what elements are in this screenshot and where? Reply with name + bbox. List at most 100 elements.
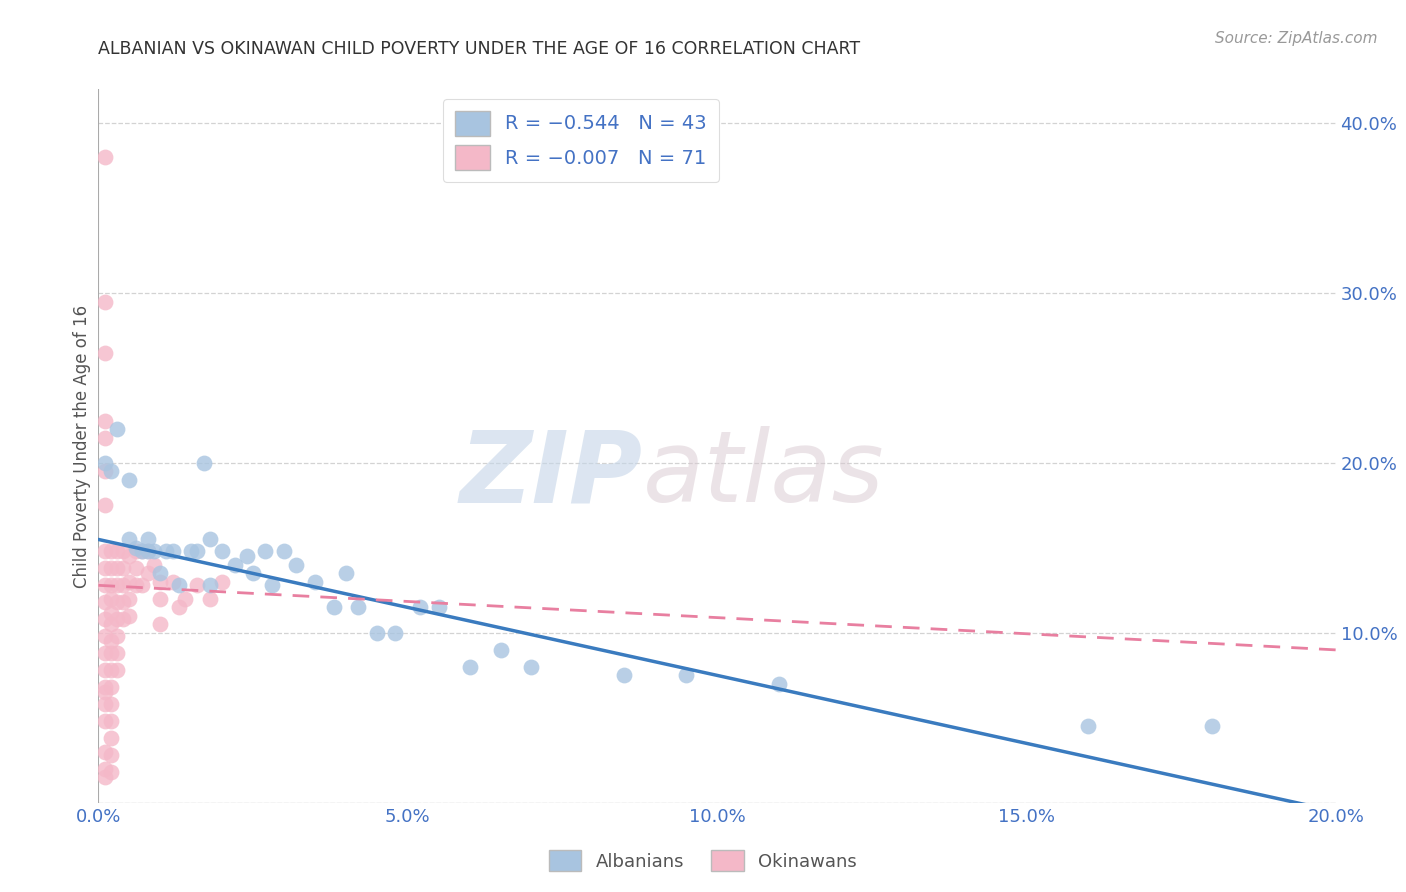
Point xyxy=(93,698,115,712)
Point xyxy=(100,731,122,746)
Point xyxy=(93,714,115,729)
Point xyxy=(105,561,128,575)
Point xyxy=(180,544,202,558)
Point xyxy=(143,558,166,572)
Point xyxy=(149,591,172,606)
Point xyxy=(118,533,141,547)
Point xyxy=(100,606,122,620)
Point xyxy=(131,578,153,592)
Legend: Albanians, Okinawans: Albanians, Okinawans xyxy=(541,843,865,879)
Point xyxy=(186,578,208,592)
Point xyxy=(613,668,636,682)
Point xyxy=(105,612,128,626)
Point xyxy=(100,617,122,632)
Point xyxy=(1077,719,1099,733)
Point xyxy=(198,591,221,606)
Point xyxy=(520,660,543,674)
Point xyxy=(100,634,122,648)
Point xyxy=(236,549,259,564)
Point xyxy=(93,646,115,660)
Point xyxy=(131,544,153,558)
Point xyxy=(112,578,135,592)
Point xyxy=(93,561,115,575)
Point xyxy=(366,626,388,640)
Point xyxy=(100,663,122,677)
Point xyxy=(93,770,115,784)
Point xyxy=(136,566,159,581)
Point xyxy=(155,544,177,558)
Point xyxy=(100,714,122,729)
Point xyxy=(409,600,432,615)
Point xyxy=(100,544,122,558)
Point xyxy=(93,294,115,309)
Point xyxy=(105,578,128,592)
Point xyxy=(93,680,115,694)
Point xyxy=(100,465,122,479)
Point xyxy=(93,762,115,776)
Point xyxy=(304,574,326,589)
Point xyxy=(93,544,115,558)
Point xyxy=(211,544,233,558)
Point xyxy=(93,578,115,592)
Point xyxy=(149,574,172,589)
Point xyxy=(93,430,115,444)
Point xyxy=(143,544,166,558)
Point xyxy=(124,541,146,555)
Point xyxy=(93,345,115,359)
Point xyxy=(174,591,197,606)
Point xyxy=(112,561,135,575)
Point xyxy=(100,561,122,575)
Point xyxy=(93,629,115,643)
Point xyxy=(675,668,697,682)
Point xyxy=(100,748,122,763)
Point xyxy=(124,578,146,592)
Point xyxy=(768,677,790,691)
Point xyxy=(118,574,141,589)
Point xyxy=(93,465,115,479)
Point xyxy=(489,643,512,657)
Point xyxy=(112,595,135,609)
Point xyxy=(384,626,406,640)
Point xyxy=(93,663,115,677)
Point xyxy=(105,629,128,643)
Point xyxy=(105,595,128,609)
Point xyxy=(162,544,184,558)
Point xyxy=(193,456,215,470)
Point xyxy=(335,566,357,581)
Text: ZIP: ZIP xyxy=(460,426,643,523)
Point xyxy=(162,574,184,589)
Point xyxy=(118,608,141,623)
Point xyxy=(136,533,159,547)
Point xyxy=(105,663,128,677)
Point xyxy=(285,558,308,572)
Point xyxy=(242,566,264,581)
Point xyxy=(273,544,295,558)
Point xyxy=(186,544,208,558)
Point xyxy=(112,544,135,558)
Point xyxy=(322,600,344,615)
Point xyxy=(211,574,233,589)
Point xyxy=(105,646,128,660)
Point xyxy=(93,413,115,427)
Legend: R = −0.544   N = 43, R = −0.007   N = 71: R = −0.544 N = 43, R = −0.007 N = 71 xyxy=(443,99,718,182)
Point xyxy=(100,646,122,660)
Point xyxy=(112,612,135,626)
Point xyxy=(93,595,115,609)
Point xyxy=(254,544,277,558)
Point xyxy=(100,591,122,606)
Point xyxy=(105,544,128,558)
Point xyxy=(100,765,122,780)
Point xyxy=(93,456,115,470)
Point xyxy=(427,600,450,615)
Point xyxy=(149,617,172,632)
Point xyxy=(100,578,122,592)
Point xyxy=(93,612,115,626)
Text: ALBANIAN VS OKINAWAN CHILD POVERTY UNDER THE AGE OF 16 CORRELATION CHART: ALBANIAN VS OKINAWAN CHILD POVERTY UNDER… xyxy=(98,40,860,58)
Text: Source: ZipAtlas.com: Source: ZipAtlas.com xyxy=(1215,31,1378,46)
Point xyxy=(124,561,146,575)
Y-axis label: Child Poverty Under the Age of 16: Child Poverty Under the Age of 16 xyxy=(73,304,91,588)
Point xyxy=(347,600,370,615)
Point xyxy=(167,600,190,615)
Point xyxy=(93,685,115,699)
Point xyxy=(124,544,146,558)
